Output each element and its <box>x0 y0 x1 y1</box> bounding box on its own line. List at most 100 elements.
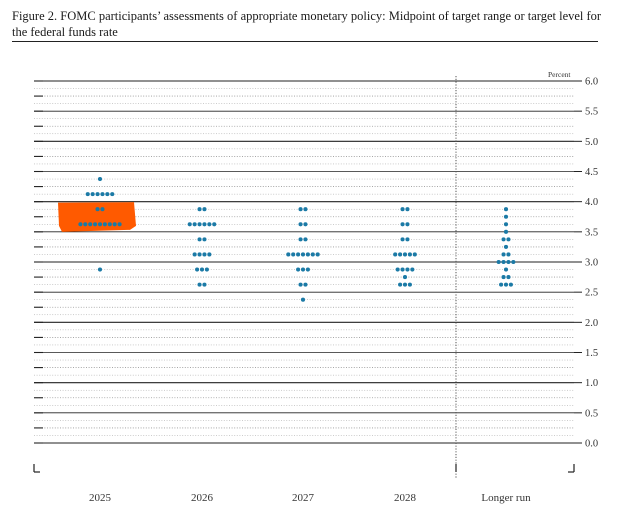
participant-dot <box>501 237 506 242</box>
participant-dot <box>107 222 112 227</box>
participant-dot <box>90 192 95 197</box>
participant-dot <box>195 267 200 272</box>
participant-dot <box>117 222 122 227</box>
participant-dot <box>112 222 117 227</box>
participant-dot <box>97 222 103 227</box>
y-tick-label: 4.0 <box>585 197 598 208</box>
y-tick-label: 0.5 <box>585 408 598 419</box>
highlight-marker <box>58 202 136 232</box>
y-unit-label: Percent <box>548 70 571 79</box>
x-category-label: 2028 <box>394 492 417 504</box>
participant-dot <box>501 252 506 257</box>
participant-dot <box>503 207 509 212</box>
participant-dot <box>100 207 105 212</box>
participant-dot <box>298 222 303 227</box>
participant-dot <box>398 282 403 287</box>
participant-dot <box>412 252 417 257</box>
participant-dot <box>212 222 217 227</box>
participant-dot <box>202 282 207 287</box>
participant-dot <box>503 214 509 219</box>
y-tick-label: 5.0 <box>585 137 598 148</box>
participant-dot <box>405 222 410 227</box>
participant-dot <box>291 252 296 257</box>
participant-dot <box>298 237 303 242</box>
participant-dot <box>310 252 315 257</box>
x-category-label: 2027 <box>292 492 315 504</box>
participant-dot <box>410 267 415 272</box>
y-tick-label: 1.5 <box>585 348 598 359</box>
participant-dot <box>199 267 205 272</box>
participant-dot <box>102 222 107 227</box>
participant-dot <box>407 282 412 287</box>
participant-dot <box>100 192 105 197</box>
y-tick-label: 3.0 <box>585 258 598 269</box>
participant-dot <box>85 192 90 197</box>
y-tick-label: 2.0 <box>585 318 598 329</box>
participant-dot <box>197 237 202 242</box>
title-rule <box>12 41 598 42</box>
participant-dot <box>192 222 197 227</box>
participant-dot <box>95 207 100 212</box>
participant-dot <box>202 222 207 227</box>
participant-dot <box>202 207 207 212</box>
participant-dot <box>400 222 405 227</box>
y-tick-label: 1.0 <box>585 378 598 389</box>
participant-dot <box>305 252 310 257</box>
y-tick-label: 6.0 <box>585 77 598 88</box>
participant-dot <box>305 267 310 272</box>
participant-dot <box>105 192 110 197</box>
participant-dot <box>296 252 301 257</box>
participant-dot <box>402 282 408 287</box>
participant-dot <box>296 267 301 272</box>
participant-dot <box>204 267 209 272</box>
participant-dot <box>202 252 207 257</box>
participant-dot <box>207 222 212 227</box>
participant-dot <box>97 176 103 182</box>
participant-dot <box>83 222 88 227</box>
participant-dot <box>110 192 115 197</box>
participant-dot <box>315 252 320 257</box>
participant-dot <box>400 207 405 212</box>
participant-dot <box>303 237 308 242</box>
participant-dot <box>197 207 202 212</box>
participant-dot <box>300 297 306 302</box>
participant-dot <box>300 252 306 257</box>
participant-dot <box>501 275 506 280</box>
x-category-label: 2026 <box>191 492 214 504</box>
y-tick-label: 4.5 <box>585 167 598 178</box>
participant-dot <box>300 267 306 272</box>
participant-dot <box>503 267 509 272</box>
participant-dot <box>88 222 93 227</box>
participant-dot <box>303 282 308 287</box>
participant-dot <box>93 222 98 227</box>
participant-dot <box>207 252 212 257</box>
participant-dot <box>508 282 513 287</box>
participant-dot <box>78 222 83 227</box>
participant-dot <box>298 282 303 287</box>
participant-dot <box>506 259 511 265</box>
participant-dot <box>398 252 403 257</box>
y-tick-label: 0.0 <box>585 439 598 450</box>
x-category-label: 2025 <box>89 492 112 504</box>
x-category-label: Longer run <box>481 492 531 504</box>
chart-title: Figure 2. FOMC participants’ assessments… <box>12 9 602 39</box>
participant-dot <box>503 282 509 287</box>
participant-dot <box>393 252 398 257</box>
participant-dot <box>405 267 410 272</box>
participant-dot <box>197 282 202 287</box>
participant-dot <box>197 222 202 227</box>
participant-dot <box>506 275 511 280</box>
participant-dot <box>499 282 504 287</box>
participant-dot <box>202 237 207 242</box>
participant-dot <box>298 207 303 212</box>
participant-dot <box>506 252 511 257</box>
participant-dot <box>402 275 408 280</box>
participant-dot <box>501 259 506 265</box>
participant-dot <box>197 252 202 257</box>
y-tick-label: 2.5 <box>585 288 598 299</box>
participant-dot <box>405 207 410 212</box>
participant-dot <box>303 222 308 227</box>
participant-dot <box>506 237 511 242</box>
participant-dot <box>187 222 192 227</box>
